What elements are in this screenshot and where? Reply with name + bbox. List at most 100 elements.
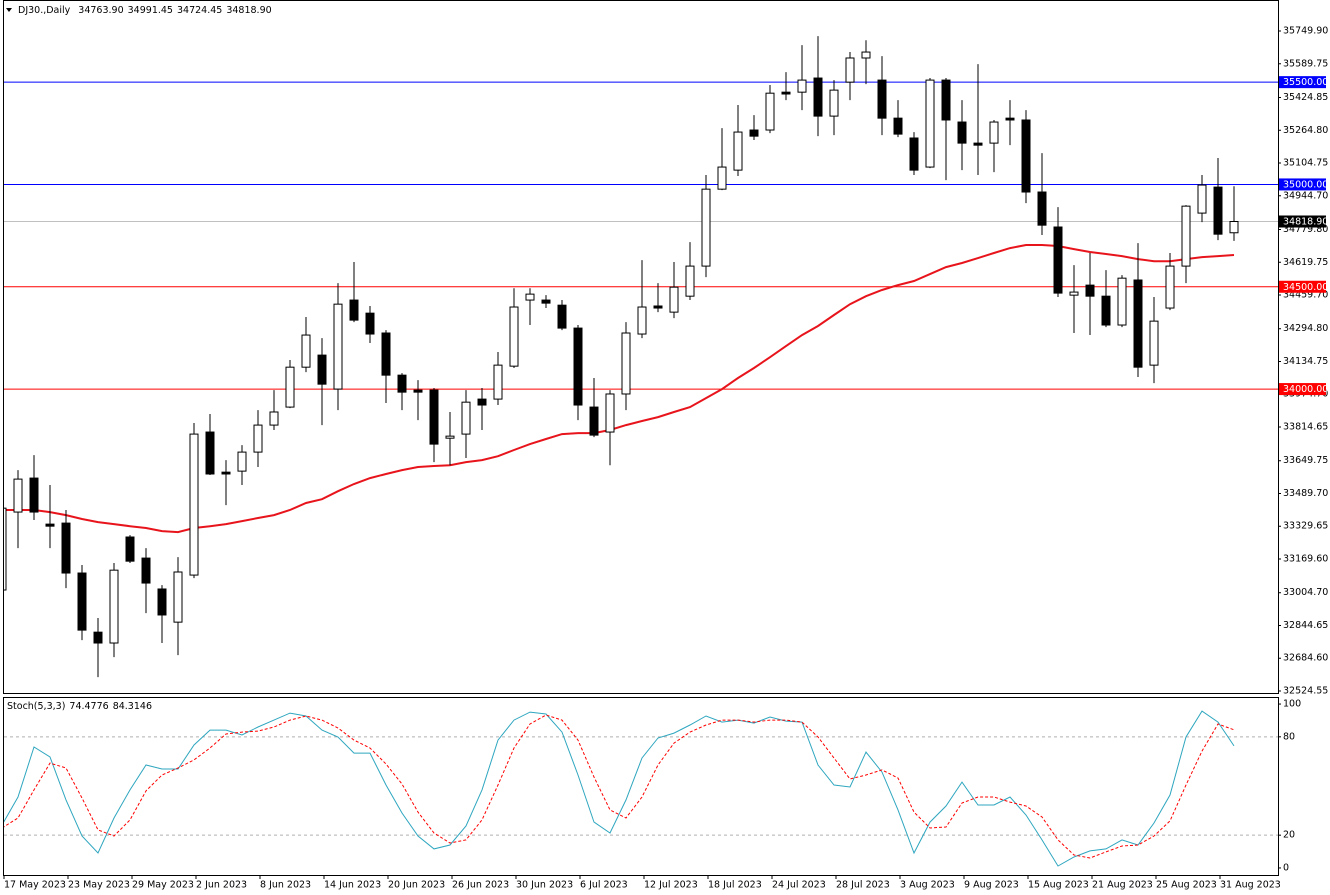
candle-body [861,51,871,59]
candle-body [685,265,695,297]
y-tick-label: 80 [1283,731,1295,742]
candle-body [1197,184,1207,214]
bid-tag-label: 34818.90 [1283,217,1328,228]
candle-body [493,364,503,400]
candle-body [957,121,967,144]
y-tick-label: 33649.75 [1283,455,1328,466]
candle-body [557,304,567,329]
candle-body [749,129,759,137]
candle-body [29,477,39,513]
candle-body [941,79,951,121]
level-tag-label: 34500.00 [1283,282,1328,293]
chart-header: DJ30.,Daily 34763.90 34991.45 34724.45 34818… [18,5,272,16]
candle-body [77,572,87,631]
candle-body [397,374,407,393]
x-tick-label: 30 Jun 2023 [516,880,573,891]
x-tick-label: 31 Aug 2023 [1220,880,1281,891]
header-value: 34818.90 [226,5,271,16]
y-tick-label: 33489.70 [1283,488,1328,499]
x-tick-label: 25 Aug 2023 [1156,880,1217,891]
candle-body [1021,119,1031,193]
candle-body [125,536,135,562]
y-tick-label: 35264.80 [1283,125,1328,136]
y-tick-label: 33814.65 [1283,421,1328,432]
y-tick-label: 34294.80 [1283,323,1328,334]
x-tick-label: 29 May 2023 [132,880,194,891]
candle-body [285,366,295,408]
level-tag [1279,280,1326,293]
candle-body [1117,277,1127,326]
x-tick-label: 6 Jul 2023 [580,880,628,891]
candle-body [893,117,903,135]
y-tick-label: 100 [1283,699,1301,710]
level-tag-label: 34000.00 [1283,384,1328,395]
y-tick-label: 34134.75 [1283,356,1328,367]
candle-body [1085,284,1095,297]
candle-body [813,77,823,117]
y-tick-label: 35749.90 [1283,26,1328,37]
candle-body [141,557,151,584]
candle-body [109,569,119,644]
menu-triangle[interactable] [6,8,12,12]
candle-body [4,507,7,591]
candle-body [1181,205,1191,267]
x-tick-label: 14 Jun 2023 [324,880,381,891]
y-tick-label: 35589.75 [1283,58,1328,69]
y-tick-label: 33169.60 [1283,553,1328,564]
header-value: 34763.90 [78,5,123,16]
x-tick-label: 17 May 2023 [4,880,66,891]
candle-body [1149,320,1159,366]
y-tick-label: 34779.80 [1283,224,1328,235]
candle-body [301,334,311,368]
candle-body [797,79,807,93]
header-value: 74.4776 [69,701,108,712]
bid-tag [1279,215,1326,228]
y-tick-label: 0 [1283,862,1289,873]
x-tick-label: 12 Jul 2023 [644,880,698,891]
y-tick-label: 32844.65 [1283,620,1328,631]
x-tick-label: 24 Jul 2023 [772,880,826,891]
candle-body [13,478,23,513]
y-tick-label: 20 [1283,830,1295,841]
y-tick-label: 34459.70 [1283,290,1328,301]
moving-average [4,244,1235,534]
candle-body [781,91,791,95]
candle-body [829,89,839,117]
candle-body [925,79,935,168]
chart-title: DJ30.,Daily [18,5,71,16]
y-tick-label: 32684.60 [1283,653,1328,664]
y-tick-label: 32524.55 [1283,685,1328,696]
candle-body [573,327,583,406]
x-tick-label: 28 Jul 2023 [836,880,890,891]
x-tick-label: 8 Jun 2023 [260,880,311,891]
candle-body [701,188,711,267]
y-tick-label: 33329.65 [1283,521,1328,532]
candle-body [1213,186,1223,235]
candle-body [333,303,343,390]
candle-body [509,306,519,367]
candle-body [173,571,183,623]
candle-body [1165,265,1175,309]
candle-body [1069,291,1079,296]
candle-body [237,451,247,472]
header-value: 34991.45 [128,5,173,16]
candle-body [1005,117,1015,121]
candle-body [189,433,199,576]
indicator-title: Stoch(5,3,3) [7,701,65,712]
candle-body [541,299,551,304]
header-value: 34724.45 [177,5,222,16]
candle-body [989,121,999,144]
candle-body [525,293,535,301]
candle-body [429,389,439,445]
y-tick-label: 34619.75 [1283,257,1328,268]
candle-body [381,332,391,376]
stoch-frame [3,697,1279,876]
x-tick-label: 15 Aug 2023 [1028,880,1089,891]
candle-body [413,389,423,393]
y-tick-label: 34944.70 [1283,190,1328,201]
candle-body [477,398,487,406]
x-tick-label: 20 Jun 2023 [388,880,445,891]
main-plot [4,36,1278,678]
axes: 35749.90 35589.75 35424.85 35264.80 35104.75… [3,26,1328,891]
